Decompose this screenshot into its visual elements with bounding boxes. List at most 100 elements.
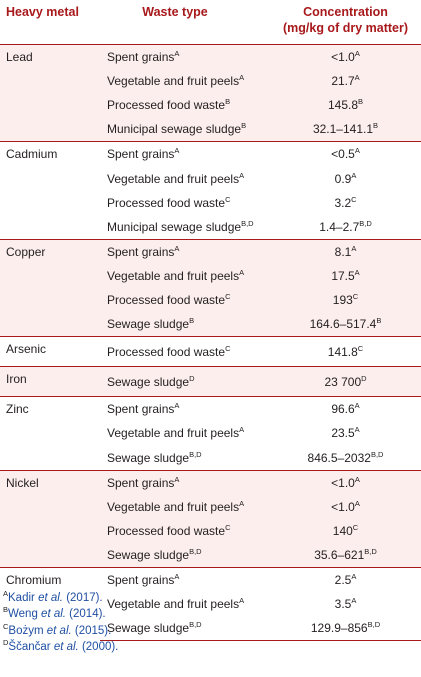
concentration-value: 2.5 — [334, 573, 352, 588]
reference-superscript: A — [354, 474, 360, 484]
footnote-author: Ščančar — [8, 640, 54, 653]
concentration-value: 1.4–2.7 — [319, 219, 360, 234]
reference-superscript: A — [174, 49, 180, 59]
heavy-metal-table: Heavy metal Waste type Concentration (mg/… — [0, 0, 421, 642]
table-row: Sewage sludgeB 164.6–517.4B — [0, 312, 421, 337]
table-row: Municipal sewage sludgeB,D 1.4–2.7B,D — [0, 215, 421, 240]
waste-type-cell: Spent grainsA — [100, 238, 270, 264]
footnote-marker: B — [3, 605, 9, 615]
waste-type-cell: Processed food wasteC — [100, 518, 270, 543]
footnote-year: (2000). — [78, 640, 119, 653]
concentration-value: <1.0 — [331, 475, 355, 490]
reference-superscript: B,D — [367, 620, 381, 630]
concentration-value: 8.1 — [334, 244, 352, 259]
reference-superscript: B,D — [359, 218, 372, 228]
metal-cell: Nickel — [0, 469, 100, 568]
concentration-cell: 164.6–517.4B — [270, 312, 421, 337]
reference-superscript: B,D — [364, 546, 377, 556]
metal-name: Chromium — [6, 572, 62, 587]
waste-type-label: Processed food waste — [107, 344, 226, 359]
table-row: Vegetable and fruit peelsA 21.7A — [0, 69, 421, 94]
waste-type-cell: Vegetable and fruit peelsA — [100, 166, 270, 190]
waste-type-cell: Spent grainsA — [100, 396, 270, 422]
reference-superscript: B,D — [241, 218, 254, 228]
waste-type-label: Spent grains — [107, 50, 175, 65]
reference-superscript: A — [239, 498, 245, 508]
waste-type-cell: Sewage sludgeB,D — [100, 542, 270, 568]
reference-superscript: C — [357, 343, 364, 353]
reference-superscript: A — [174, 243, 180, 253]
table-row: Vegetable and fruit peelsA 0.9A — [0, 166, 421, 190]
concentration-cell: 1.4–2.7B,D — [270, 215, 421, 240]
reference-superscript: B,D — [189, 546, 202, 556]
footnote-reference-link[interactable]: Weng et al. (2014). — [8, 608, 106, 620]
metal-cell: Arsenic — [0, 336, 100, 367]
footnote-et-al: et al. — [38, 592, 63, 604]
reference-superscript: B — [376, 316, 382, 326]
concentration-value: 140 — [332, 523, 353, 538]
reference-superscript: A — [351, 596, 357, 606]
concentration-value: 193 — [332, 292, 353, 307]
waste-type-cell: Municipal sewage sludgeB,D — [100, 215, 270, 240]
waste-type-label: Municipal sewage sludge — [107, 219, 242, 234]
concentration-cell: 0.9A — [270, 166, 421, 190]
footnote-reference-link[interactable]: Kadir et al. (2017). — [8, 592, 103, 604]
footnote-reference-link[interactable]: Bożym et al. (2015). — [8, 625, 111, 637]
reference-superscript: C — [351, 194, 357, 204]
reference-superscript: B,D — [189, 620, 202, 630]
reference-superscript: A — [351, 243, 357, 253]
waste-type-label: Processed food waste — [107, 195, 226, 210]
table-body: Lead Spent grainsA <1.0A Vegetable and frui… — [0, 44, 421, 642]
table-row: Vegetable and fruit peelsA 23.5A — [0, 421, 421, 445]
waste-type-cell: Spent grainsA — [100, 141, 270, 167]
footnote-year: (2014). — [65, 608, 106, 621]
reference-superscript: C — [225, 194, 231, 204]
metal-cell: Zinc — [0, 396, 100, 471]
table-row: Nickel Spent grainsA <1.0A — [0, 469, 421, 568]
reference-superscript: C — [225, 291, 231, 301]
concentration-cell: 140C — [270, 518, 421, 543]
waste-type-label: Spent grains — [107, 475, 175, 490]
waste-type-label: Vegetable and fruit peels — [107, 499, 240, 514]
reference-superscript: A — [239, 267, 245, 277]
reference-superscript: A — [354, 146, 360, 156]
table-row: Sewage sludgeB,D 846.5–2032B,D — [0, 446, 421, 471]
concentration-cell: 23.5A — [270, 421, 421, 445]
reference-superscript: A — [174, 572, 180, 582]
concentration-value: 846.5–2032 — [307, 450, 371, 465]
header-heavy-metal: Heavy metal — [0, 0, 100, 45]
waste-type-label: Vegetable and fruit peels — [107, 171, 240, 186]
table-header: Heavy metal Waste type Concentration (mg/… — [0, 0, 421, 45]
waste-type-cell: Sewage sludgeB,D — [100, 616, 270, 642]
concentration-cell: 193C — [270, 287, 421, 313]
waste-type-cell: Vegetable and fruit peelsA — [100, 494, 270, 519]
footnote-marker: A — [3, 589, 9, 598]
concentration-value: 164.6–517.4 — [309, 317, 377, 332]
metal-cell: Lead — [0, 44, 100, 142]
footnote-reference-link[interactable]: Ščančar et al. (2000). — [8, 641, 118, 653]
concentration-cell: <1.0A — [270, 44, 421, 70]
reference-superscript: D — [361, 373, 367, 383]
reference-superscript: B,D — [189, 449, 202, 459]
table-row: Vegetable and fruit peelsA <1.0A — [0, 494, 421, 519]
table-row: Sewage sludgeB,D 129.9–856B,D — [0, 616, 421, 642]
metal-cell: Copper — [0, 238, 100, 337]
concentration-value: 32.1–141.1 — [312, 122, 374, 137]
waste-type-label: Spent grains — [107, 402, 175, 417]
concentration-cell: <0.5A — [270, 141, 421, 167]
waste-type-cell: Processed food wasteB — [100, 93, 270, 118]
reference-superscript: A — [354, 401, 360, 411]
footnote: CBożym et al. (2015). — [3, 622, 118, 639]
waste-type-cell: Sewage sludgeB — [100, 312, 270, 337]
reference-superscript: A — [354, 49, 360, 59]
reference-superscript: A — [354, 267, 360, 277]
waste-type-label: Vegetable and fruit peels — [107, 597, 240, 612]
reference-superscript: A — [239, 170, 245, 180]
waste-type-label: Municipal sewage sludge — [107, 122, 242, 137]
concentration-value: 35.6–621 — [314, 547, 365, 562]
footnote-author: Weng — [8, 608, 42, 621]
waste-type-cell: Spent grainsA — [100, 566, 270, 593]
table-row: Cadmium Spent grainsA <0.5A — [0, 141, 421, 240]
reference-superscript: B — [241, 121, 247, 131]
